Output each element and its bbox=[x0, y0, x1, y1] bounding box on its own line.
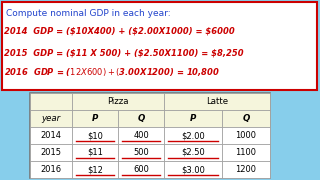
Text: 1000: 1000 bbox=[236, 131, 257, 140]
Text: 2015: 2015 bbox=[41, 148, 61, 157]
Text: $2.50: $2.50 bbox=[181, 148, 205, 157]
Text: Latte: Latte bbox=[206, 97, 228, 106]
Text: 2015  GDP = ($11 X 500) + ($2.50X1100) = $8,250: 2015 GDP = ($11 X 500) + ($2.50X1100) = … bbox=[4, 48, 244, 57]
FancyBboxPatch shape bbox=[118, 110, 164, 127]
FancyBboxPatch shape bbox=[30, 144, 72, 161]
Text: $3.00: $3.00 bbox=[181, 165, 205, 174]
Text: 400: 400 bbox=[133, 131, 149, 140]
Text: 2014: 2014 bbox=[41, 131, 61, 140]
FancyBboxPatch shape bbox=[164, 110, 222, 127]
FancyBboxPatch shape bbox=[72, 93, 164, 110]
FancyBboxPatch shape bbox=[72, 144, 118, 161]
FancyBboxPatch shape bbox=[118, 127, 164, 144]
Text: $2.00: $2.00 bbox=[181, 131, 205, 140]
Text: P: P bbox=[92, 114, 98, 123]
FancyBboxPatch shape bbox=[30, 127, 72, 144]
FancyBboxPatch shape bbox=[72, 110, 118, 127]
Text: Compute nominal GDP in each year:: Compute nominal GDP in each year: bbox=[6, 9, 171, 18]
Text: $11: $11 bbox=[87, 148, 103, 157]
FancyBboxPatch shape bbox=[30, 161, 72, 178]
FancyBboxPatch shape bbox=[222, 144, 270, 161]
Text: 500: 500 bbox=[133, 148, 149, 157]
FancyBboxPatch shape bbox=[118, 144, 164, 161]
Text: $12: $12 bbox=[87, 165, 103, 174]
FancyBboxPatch shape bbox=[164, 127, 222, 144]
FancyBboxPatch shape bbox=[72, 127, 118, 144]
FancyBboxPatch shape bbox=[222, 127, 270, 144]
FancyBboxPatch shape bbox=[2, 2, 317, 90]
Text: 2014  GDP = ($10X400) + ($2.00X1000) = $6000: 2014 GDP = ($10X400) + ($2.00X1000) = $6… bbox=[4, 26, 235, 35]
FancyBboxPatch shape bbox=[30, 110, 72, 127]
Text: Q: Q bbox=[242, 114, 250, 123]
FancyBboxPatch shape bbox=[118, 161, 164, 178]
FancyBboxPatch shape bbox=[164, 161, 222, 178]
Text: 600: 600 bbox=[133, 165, 149, 174]
Text: Pizza: Pizza bbox=[107, 97, 129, 106]
FancyBboxPatch shape bbox=[30, 93, 270, 178]
Text: $10: $10 bbox=[87, 131, 103, 140]
Text: year: year bbox=[41, 114, 60, 123]
FancyBboxPatch shape bbox=[222, 161, 270, 178]
FancyBboxPatch shape bbox=[164, 144, 222, 161]
Text: 2016  GDP = ($12X600) + ($3.00X1200) = 10,800: 2016 GDP = ($12X600) + ($3.00X1200) = 10… bbox=[4, 66, 220, 78]
Text: 2016: 2016 bbox=[40, 165, 61, 174]
Text: P: P bbox=[190, 114, 196, 123]
Text: 1100: 1100 bbox=[236, 148, 257, 157]
FancyBboxPatch shape bbox=[30, 93, 72, 110]
FancyBboxPatch shape bbox=[164, 93, 270, 110]
Text: Q: Q bbox=[137, 114, 145, 123]
FancyBboxPatch shape bbox=[72, 161, 118, 178]
Text: 1200: 1200 bbox=[236, 165, 257, 174]
FancyBboxPatch shape bbox=[222, 110, 270, 127]
